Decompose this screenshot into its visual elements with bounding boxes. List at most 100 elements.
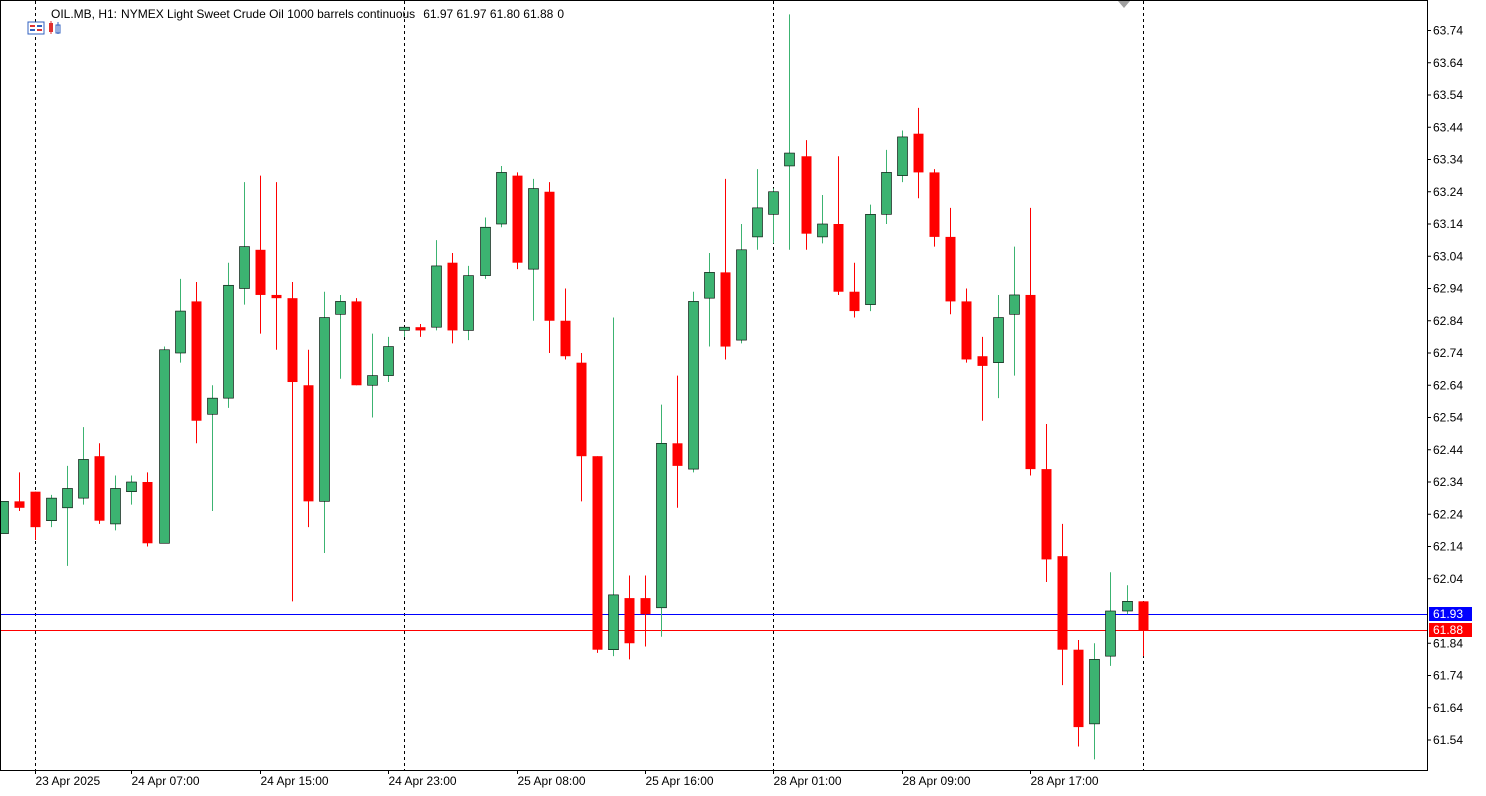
candlestick-icon[interactable] — [27, 7, 61, 34]
candle-body — [576, 362, 587, 457]
candle-body — [142, 482, 153, 544]
volume-value: 0 — [557, 7, 564, 21]
candle-body — [704, 272, 715, 299]
candle — [913, 107, 924, 199]
candle-body — [688, 301, 699, 470]
session-separators — [35, 1, 1144, 770]
y-tick-label: 62.14 — [1433, 540, 1463, 554]
candle-body — [239, 246, 250, 289]
candle — [1138, 601, 1149, 657]
y-tick-label: 61.64 — [1433, 701, 1463, 715]
candle — [110, 475, 121, 531]
candle — [768, 188, 779, 244]
candle — [672, 375, 683, 508]
price-tag-label: 61.93 — [1433, 607, 1463, 621]
chart-shift-marker[interactable] — [1118, 1, 1130, 8]
candle — [1025, 207, 1036, 476]
candle — [94, 443, 105, 524]
candle-body — [817, 223, 828, 238]
candle-body — [335, 301, 346, 315]
candle — [961, 288, 972, 363]
candle — [496, 165, 507, 228]
candle-body — [913, 133, 924, 173]
chart-header: OIL.MB, H1: NYMEX Light Sweet Crude Oil … — [7, 5, 564, 35]
candle-body — [255, 249, 266, 295]
x-tick-label: 24 Apr 23:00 — [389, 774, 457, 788]
candle — [159, 346, 170, 544]
candle — [175, 278, 186, 363]
last-price-tag: 61.88 — [1429, 623, 1472, 637]
candle-body — [78, 459, 89, 499]
candle-body — [399, 326, 410, 331]
candle-body — [945, 236, 956, 302]
candle — [656, 404, 667, 637]
candles — [0, 14, 1149, 760]
candle-body — [62, 488, 73, 509]
price-tag-box — [1429, 623, 1472, 637]
candle — [463, 265, 474, 341]
candle-body — [351, 301, 362, 386]
x-tick-label: 24 Apr 07:00 — [132, 774, 200, 788]
candle — [30, 491, 41, 541]
candle-body — [672, 443, 683, 466]
candle — [78, 427, 89, 505]
candle — [592, 456, 603, 653]
price-tags: 61.93 61.88 — [1429, 607, 1472, 637]
candle — [1089, 643, 1100, 760]
chart-window-icon[interactable] — [7, 7, 45, 35]
y-tick-label: 62.04 — [1433, 572, 1463, 586]
candle — [223, 262, 234, 408]
candle-body — [46, 497, 57, 522]
candle-body — [849, 291, 860, 312]
x-tick-label: 28 Apr 09:00 — [903, 774, 971, 788]
candle — [415, 323, 426, 337]
y-tick-label: 61.54 — [1433, 733, 1463, 747]
candle-body — [480, 226, 491, 276]
candle-body — [560, 320, 571, 357]
y-tick-label: 63.34 — [1433, 153, 1463, 167]
bid-price-tag: 61.93 — [1429, 607, 1472, 621]
symbol-label: OIL.MB, H1: — [51, 7, 118, 21]
candle-body — [415, 327, 426, 331]
x-tick-label: 23 Apr 2025 — [36, 774, 101, 788]
x-tick-label: 25 Apr 16:00 — [646, 774, 714, 788]
candle — [303, 349, 314, 528]
price-tag-label: 61.88 — [1433, 623, 1463, 637]
candle-body — [431, 265, 442, 328]
candle — [1057, 523, 1068, 686]
candle — [688, 291, 699, 473]
candle — [207, 385, 218, 512]
candle — [720, 178, 731, 360]
candle — [833, 156, 844, 295]
candle-body — [1009, 294, 1020, 315]
x-tick-label: 28 Apr 17:00 — [1031, 774, 1099, 788]
candle — [399, 326, 410, 337]
candle-body — [496, 172, 507, 225]
candle-body — [1073, 649, 1084, 728]
candle — [881, 149, 892, 224]
candle — [801, 140, 812, 250]
candle — [849, 262, 860, 318]
candle-body — [1025, 294, 1036, 470]
price-tag-box — [1429, 607, 1472, 621]
candle — [367, 333, 378, 418]
candle — [1041, 423, 1052, 582]
candle-body — [865, 214, 876, 305]
candle-body — [319, 317, 330, 502]
candle — [46, 494, 57, 528]
candle — [191, 282, 202, 444]
candle — [865, 204, 876, 312]
candle-body — [1105, 610, 1116, 657]
candle — [929, 169, 940, 247]
candle-body — [207, 397, 218, 415]
candle — [560, 288, 571, 360]
candle-body — [1122, 601, 1133, 612]
candle — [447, 253, 458, 344]
candle-body — [881, 172, 892, 215]
candle — [1009, 246, 1020, 376]
candle-body — [961, 301, 972, 360]
candle-body — [271, 294, 282, 299]
candle-body — [383, 346, 394, 376]
